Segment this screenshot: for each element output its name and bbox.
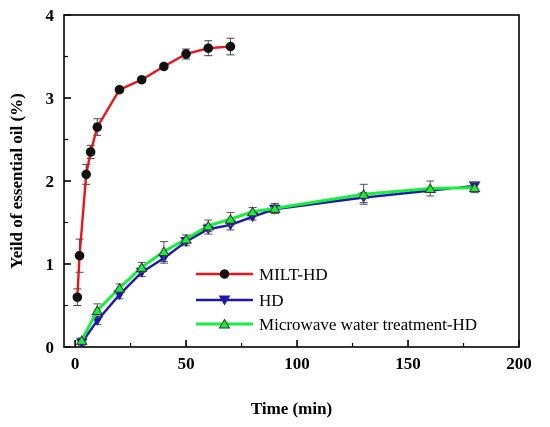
legend-label: Microwave water treatment-HD — [259, 315, 477, 334]
data-point — [225, 41, 236, 52]
x-tick-label: 200 — [506, 354, 532, 373]
x-tick-label: 100 — [284, 354, 310, 373]
y-tick-label: 2 — [46, 172, 55, 191]
data-point — [224, 213, 237, 224]
data-point — [72, 292, 83, 303]
data-point — [135, 261, 148, 272]
x-axis-title: Time (min) — [251, 399, 332, 418]
data-point — [136, 74, 147, 85]
data-point — [181, 49, 191, 59]
data-point — [81, 169, 91, 180]
legend-marker — [218, 295, 231, 306]
y-tick-label: 1 — [46, 255, 55, 274]
legend-label: HD — [259, 291, 284, 310]
data-point — [91, 304, 104, 315]
data-point — [113, 282, 126, 293]
y-tick-label: 0 — [46, 338, 55, 357]
y-tick-label: 4 — [46, 6, 55, 25]
data-point — [180, 233, 192, 244]
data-point — [424, 182, 437, 193]
legend-marker — [219, 269, 230, 279]
y-tick-label: 3 — [46, 89, 55, 108]
data-point — [158, 246, 170, 257]
data-point — [114, 84, 125, 95]
data-point — [202, 220, 215, 231]
x-tick-label: 0 — [71, 354, 80, 373]
legend: MILT-HD HD Microwave water treatment-HD — [196, 265, 477, 334]
plot-frame — [63, 14, 520, 348]
series-0 — [72, 37, 236, 306]
data-point — [468, 182, 481, 193]
legend-label: MILT-HD — [259, 265, 328, 284]
x-tick-label: 150 — [395, 354, 421, 373]
y-axis-title: Yeild of essential oil (%) — [7, 93, 26, 269]
legend-marker — [218, 318, 231, 329]
data-point — [75, 334, 88, 345]
data-point — [92, 122, 103, 132]
series-2 — [75, 180, 481, 345]
data-point — [203, 43, 214, 54]
data-point — [85, 147, 96, 157]
data-point — [246, 206, 259, 217]
axes: 0 50 100 150 200 0 1 2 3 4 — [46, 6, 532, 373]
x-tick-label: 50 — [178, 354, 195, 373]
data-point — [74, 250, 85, 261]
plot-area — [63, 14, 520, 348]
data-point — [268, 202, 281, 213]
series-layer — [72, 37, 481, 349]
data-point — [357, 188, 370, 199]
data-point — [159, 61, 169, 72]
